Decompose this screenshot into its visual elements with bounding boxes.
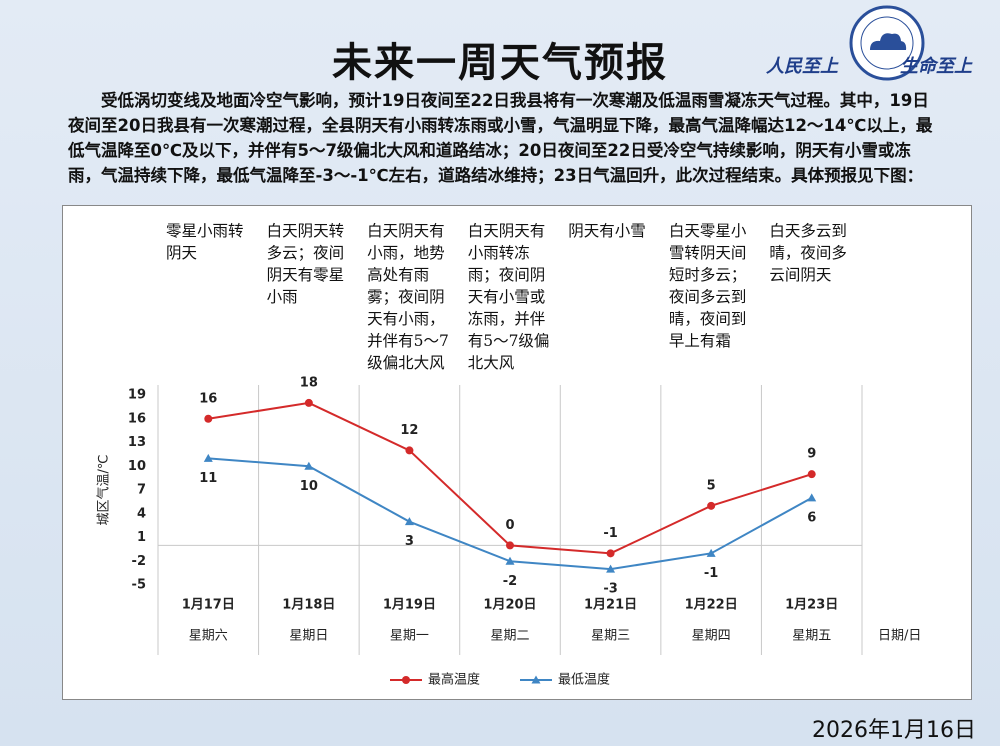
data-label: 12 [400,423,418,438]
data-label: 5 [707,478,716,493]
weekday-label: 星期四 [692,629,731,644]
y-axis-label: 城区气温/℃ [96,455,112,526]
point [807,493,817,502]
x-tick-label: 1月22日 [685,598,738,613]
x-tick-label: 1月18日 [282,598,335,613]
weather-description: 白天阴天有小雨转冻雨；夜间阴天有小雪或冻雨，并伴有5～7级偏北大风 [467,222,550,372]
data-label: -1 [704,566,718,581]
point [304,461,314,470]
weekday-label: 星期日 [289,629,328,644]
point [606,564,616,573]
x-tick-label: 1月20日 [483,598,536,613]
point [404,517,414,526]
y-tick-label: 10 [128,459,146,474]
y-tick-label: -2 [132,554,146,569]
data-label: 11 [199,471,217,486]
data-label: 9 [807,447,816,462]
point [706,548,716,557]
data-label: 3 [405,534,414,549]
slogan: 生命至上 [900,56,972,77]
point [606,549,615,558]
x-tick-label: 1月23日 [785,598,838,613]
x-tick-label: 1月19日 [383,598,436,613]
weekday-label: 星期六 [189,629,228,644]
y-tick-label: 13 [128,435,146,450]
y-tick-label: 7 [137,483,146,498]
x-axis-label: 日期/日 [878,629,921,644]
data-label: 18 [300,375,318,390]
x-tick-label: 1月21日 [584,598,637,613]
date: 2026年1月16日 [812,718,976,743]
point [304,398,313,407]
slogan: 人民至上 [766,56,838,77]
point [807,470,816,479]
data-label: 16 [199,391,217,406]
weather-description: 白天阴天转多云；夜间阴天有零星小雨 [266,222,345,306]
y-tick-label: 16 [128,411,146,426]
data-label: 10 [300,479,318,494]
data-label: 6 [807,510,816,525]
weekday-label: 星期五 [792,629,831,644]
intro-text: 受低涡切变线及地面冷空气影响，预计19日夜间至22日我县将有一次寒潮及低温雨雪凝… [68,91,933,185]
data-label: -3 [603,582,617,597]
title: 未来一周天气预报 [332,40,668,86]
weather-description: 零星小雨转阴天 [166,222,244,262]
point [506,541,514,550]
point [505,556,515,565]
data-label: 0 [505,518,514,533]
y-tick-label: 19 [128,388,146,403]
series-line [208,457,813,571]
point [405,446,414,455]
y-tick-label: 1 [137,530,146,545]
point [204,414,213,423]
legend-label: 最低温度 [558,672,610,688]
data-label: -1 [603,526,617,541]
legend-label: 最高温度 [428,672,480,688]
y-tick-label: -5 [132,578,146,593]
point [203,453,213,462]
y-tick-label: 4 [137,506,146,521]
weather-description: 白天阴天有小雨，地势高处有雨雾；夜间阴天有小雨，并伴有5～7级偏北大风 [367,222,449,372]
weekday-label: 星期三 [591,629,630,644]
chart-box [62,205,972,700]
data-label: -2 [503,574,517,589]
logo [849,5,925,81]
weekday-label: 星期一 [390,629,429,644]
weekday-label: 星期二 [490,629,529,644]
weather-description: 阴天有小雪 [568,222,646,240]
legend-marker [531,675,541,684]
legend-marker [402,676,410,684]
weather-description: 白天零星小雪转阴天间短时多云；夜间多云到晴，夜间到早上有霜 [668,222,747,350]
weather-description: 白天多云到晴，夜间多云间阴天 [769,222,847,284]
point [707,501,716,510]
x-tick-label: 1月17日 [182,598,235,613]
